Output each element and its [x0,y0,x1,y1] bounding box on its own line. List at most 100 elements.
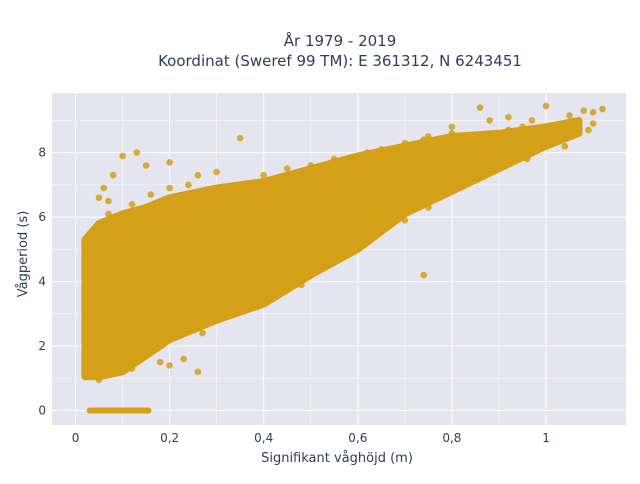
data-point [109,220,117,227]
data-point [236,300,244,308]
data-point [175,333,183,340]
data-point [109,171,117,179]
data-point [476,104,484,111]
dense-point-cloud [81,116,583,381]
data-point [505,126,512,134]
x-axis-title: Signifikant våghöjd (m) [261,451,413,466]
data-point [425,133,432,140]
data-point [519,123,526,131]
y-tick-label: 6 [38,210,46,224]
data-point [363,226,371,234]
data-point [100,184,108,192]
data-point [199,329,206,337]
data-point [166,184,173,192]
data-point [392,207,399,214]
data-point [128,200,136,208]
data-point [566,112,573,119]
chart-title: År 1979 - 2019 [284,31,397,50]
data-point [411,149,418,156]
y-tick-label: 4 [38,275,46,289]
data-point [283,165,291,172]
data-point [194,171,202,179]
data-point [156,358,164,366]
data-point [580,107,587,114]
data-point [561,142,569,150]
data-point [570,121,578,129]
data-point [589,120,597,127]
data-point [331,155,338,163]
data-point [467,139,475,147]
data-point [448,130,456,137]
data-point [142,346,150,353]
data-point [354,213,362,221]
data-point [599,105,606,113]
data-point [91,304,98,311]
y-axis-ticks: 0 2 4 6 8 [38,146,46,418]
data-point [382,223,390,231]
y-tick-label: 2 [38,339,46,353]
data-point [180,355,187,363]
data-point [81,258,89,266]
data-point [119,342,126,350]
data-point [307,162,315,169]
data-point [128,365,136,372]
data-point [514,146,522,153]
data-point [378,146,385,153]
data-point [147,191,155,198]
data-point [401,139,409,147]
data-point [105,210,112,218]
data-point [95,194,103,202]
data-point [114,213,122,221]
data-point [124,210,131,218]
data-point [236,134,244,142]
data-point [213,168,220,176]
data-point [86,362,93,369]
data-point [260,171,268,179]
y-axis-title: Vågperiod (s) [16,211,31,298]
x-tick-label: 0,8 [442,431,461,445]
data-point [528,117,536,124]
data-points [81,102,606,384]
x-tick-label: 0,2 [160,431,179,445]
data-point [486,117,493,124]
x-axis-ticks: 0 0,2 0,4 0,6 0,8 1 [72,431,550,445]
data-point [194,368,202,376]
data-point [321,258,329,266]
data-point [213,310,220,318]
data-point [401,217,409,224]
x-tick-label: 0,4 [254,431,273,445]
x-tick-label: 1 [542,431,550,445]
data-point [589,109,597,116]
data-point [298,281,305,289]
data-point [585,126,592,134]
data-point [142,162,150,169]
data-point [166,362,173,369]
x-tick-label: 0,6 [348,431,367,445]
data-point [279,287,286,295]
data-point [109,326,117,334]
data-point [166,159,173,166]
data-point [420,271,428,279]
data-point [156,200,164,208]
data-point [448,123,456,131]
data-point [189,320,197,327]
data-point [133,207,140,214]
data-point [345,233,352,240]
data-point [505,113,512,121]
data-point [95,376,103,384]
data-point [138,355,145,363]
y-tick-label: 8 [38,146,46,160]
data-point [100,355,108,363]
data-point [283,278,291,285]
data-point [95,333,103,340]
data-point [105,197,112,205]
data-point [91,349,98,356]
data-point [331,239,338,247]
data-point [133,149,140,156]
data-point [538,130,545,137]
data-point [523,155,531,163]
data-point [86,249,93,256]
density-region [81,116,583,414]
